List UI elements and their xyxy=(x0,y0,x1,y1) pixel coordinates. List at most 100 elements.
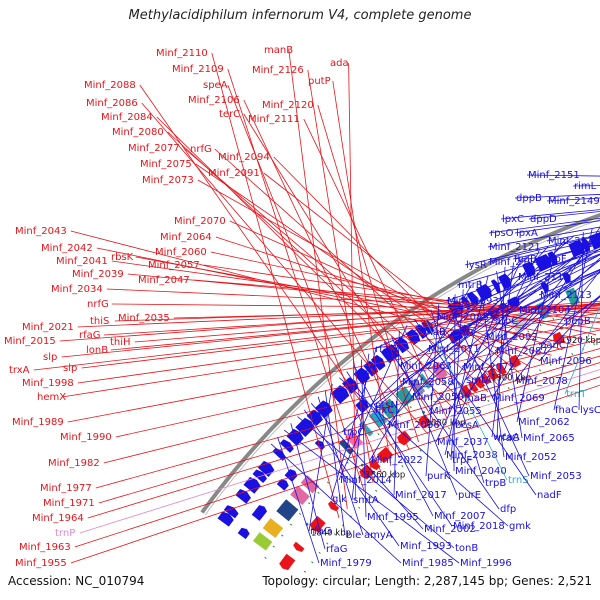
minus-gene-leader-line xyxy=(538,295,600,362)
plus-gene-label: Minf_2084 xyxy=(101,112,153,123)
minus-gene-leader-line xyxy=(428,238,566,412)
cog-category-block xyxy=(300,475,320,494)
minus-gene-leader-line xyxy=(383,341,500,510)
minus-gene-label: ptsN xyxy=(375,400,398,411)
minus-gene-label: Minf_2007 xyxy=(434,511,486,522)
minus-gene-label: Minf_1979 xyxy=(320,558,372,569)
minus-gene-label: Minf_1996 xyxy=(460,558,512,569)
plus-gene-leader-line xyxy=(79,369,600,534)
minus-gene-leader-line xyxy=(462,233,600,399)
plus-gene-leader-line xyxy=(317,104,419,443)
minus-gene-leader-line xyxy=(373,246,600,350)
minus-gene-leader-line xyxy=(517,271,600,311)
plus-gene-label: ada xyxy=(330,58,349,69)
cog-category-block xyxy=(262,518,284,538)
minus-gene-label: Minf_2093 xyxy=(447,296,499,307)
minus-gene-leader-line xyxy=(324,390,346,536)
plus-gene-label: speA xyxy=(203,80,228,91)
plus-gene-label: Minf_1998 xyxy=(22,378,74,389)
plus-gene-label: Minf_2077 xyxy=(128,143,180,154)
minus-gene-label: lpxA xyxy=(516,228,538,239)
minus-gene-leader-line xyxy=(297,416,455,549)
plus-gene-label: Minf_2106 xyxy=(188,95,240,106)
minus-strand-gene xyxy=(235,489,252,504)
plus-gene-leader-line xyxy=(87,362,600,519)
accession-label: Accession: NC_010794 xyxy=(8,574,145,588)
minus-gene-label: trpB xyxy=(485,478,506,489)
minus-gene-leader-line xyxy=(444,275,489,456)
minus-gene-leader-line xyxy=(303,409,400,547)
minus-gene-leader-line xyxy=(553,228,593,411)
minus-gene-label: trpF xyxy=(452,455,472,466)
minus-gene-leader-line xyxy=(514,270,600,382)
genome-title: Methylacidiphilum infernorum V4, complet… xyxy=(128,8,472,23)
minus-gene-label: Minf_2071 xyxy=(428,344,480,355)
minus-gene-leader-line xyxy=(398,248,600,367)
minus-gene-label: Minf_2053 xyxy=(530,471,582,482)
plus-gene-leader-line xyxy=(95,348,600,489)
minus-gene-leader-line xyxy=(538,269,600,296)
minus-gene-leader-line xyxy=(494,271,600,352)
plus-gene-leader-line xyxy=(33,304,600,371)
minus-gene-leader-line xyxy=(339,377,509,527)
minus-gene-label: appF xyxy=(542,254,567,265)
plus-gene-leader-line xyxy=(135,256,585,340)
plus-gene-label: Minf_2015 xyxy=(4,336,56,347)
minus-gene-leader-line xyxy=(386,246,549,426)
plus-gene-leader-line xyxy=(127,273,600,319)
plus-gene-label: manB xyxy=(264,45,293,56)
minus-gene-leader-line xyxy=(421,254,600,333)
minus-gene-leader-line xyxy=(479,280,505,458)
minus-gene-label: Minf_1985 xyxy=(402,558,454,569)
minus-gene-label: amyA xyxy=(364,530,393,541)
minus-gene-label: Minf_2117 xyxy=(489,257,541,268)
plus-gene-label: Minf_2120 xyxy=(262,100,314,111)
cog-category-block xyxy=(276,499,299,522)
minus-gene-label: Minf_2037 xyxy=(437,437,489,448)
minus-gene-label: Minf_2149 xyxy=(548,196,600,207)
minus-gene-leader-line xyxy=(414,319,537,496)
plus-gene-label: putP xyxy=(308,76,331,87)
plus-gene-label: Minf_2080 xyxy=(112,127,164,138)
minus-gene-leader-line xyxy=(464,234,600,266)
plus-gene-label: nrfG xyxy=(87,299,109,310)
plus-gene-label: nrfG xyxy=(190,144,212,155)
plus-gene-label: lonB xyxy=(86,345,108,356)
minus-gene-label: Minf_2121 xyxy=(489,242,541,253)
plus-gene-leader-line xyxy=(243,113,439,427)
plus-gene-leader-line xyxy=(229,220,541,362)
plus-gene-label: Minf_2057 xyxy=(148,260,200,271)
minus-gene-label: Minf_2052 xyxy=(505,452,557,463)
plus-strand-gene xyxy=(359,464,375,480)
plus-gene-leader-line xyxy=(59,300,600,342)
minus-gene-label: Minf_2069 xyxy=(493,393,545,404)
minus-gene-leader-line xyxy=(425,304,440,477)
minus-gene-leader-line xyxy=(270,443,402,564)
plus-gene-label: thiS xyxy=(90,316,109,327)
plus-gene-label: Minf_1955 xyxy=(15,558,67,569)
minus-gene-leader-line xyxy=(393,330,400,496)
plus-gene-leader-line xyxy=(167,131,468,406)
minus-strand-gene xyxy=(342,377,359,395)
minus-gene-label: trnT xyxy=(566,389,587,400)
plus-gene-leader-line xyxy=(211,52,340,518)
minus-gene-label: Minf_2078 xyxy=(516,376,568,387)
plus-gene-label: Minf_2047 xyxy=(138,275,190,286)
minus-gene-label: purK xyxy=(427,471,451,482)
plus-strand-gene xyxy=(369,458,381,471)
minus-gene-label: Minf_2002 xyxy=(424,524,476,535)
minus-gene-leader-line xyxy=(453,294,456,472)
minus-gene-leader-line xyxy=(500,209,600,220)
minus-gene-label: tonB xyxy=(455,543,478,554)
minus-gene-label: trnS xyxy=(508,475,529,486)
plus-gene-label: Minf_2041 xyxy=(56,256,108,267)
cog-category-block xyxy=(368,408,388,429)
minus-gene-label: fhaB xyxy=(464,393,487,404)
plus-gene-label: Minf_2126 xyxy=(252,65,304,76)
minus-gene-leader-line xyxy=(538,295,600,346)
plus-gene-leader-line xyxy=(263,172,520,373)
minus-gene-leader-line xyxy=(373,235,575,411)
plus-gene-label: Minf_2043 xyxy=(15,226,67,237)
minus-gene-label: Minf_2050 xyxy=(412,392,464,403)
plus-gene-leader-line xyxy=(70,384,600,564)
